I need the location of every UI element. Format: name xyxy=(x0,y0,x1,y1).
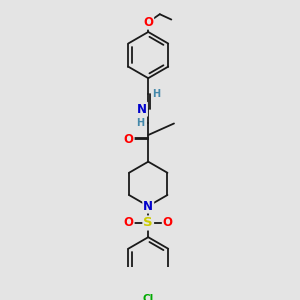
Text: H: H xyxy=(152,89,160,99)
Text: O: O xyxy=(124,133,134,146)
Text: O: O xyxy=(163,217,173,230)
Text: Cl: Cl xyxy=(142,294,154,300)
Text: N: N xyxy=(143,200,153,213)
Text: H: H xyxy=(136,118,144,128)
Text: O: O xyxy=(124,217,134,230)
Text: S: S xyxy=(143,217,153,230)
Text: N: N xyxy=(137,103,147,116)
Text: O: O xyxy=(143,16,153,29)
